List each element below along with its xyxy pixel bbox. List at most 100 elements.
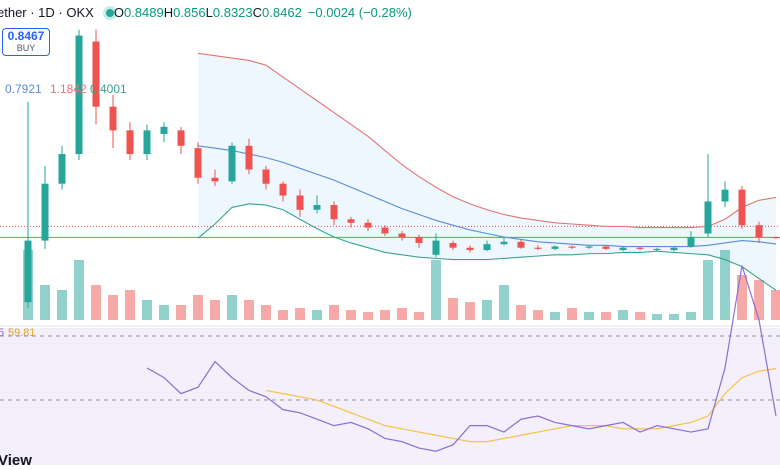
band-legend: 1.1842	[50, 82, 87, 96]
volume-bar	[295, 308, 305, 320]
band-line	[197, 145, 777, 248]
candle-body	[755, 225, 763, 238]
volume-bar	[329, 305, 339, 320]
volume-bar	[771, 290, 780, 320]
volume-bar	[703, 260, 713, 320]
header: ether · 1D · OKX O0.8489H0.856L0.8323C0.8…	[0, 5, 412, 20]
rsi-pane	[0, 328, 780, 465]
candle-body	[551, 246, 559, 249]
volume-bar	[125, 290, 135, 320]
candle-body	[483, 244, 491, 251]
candle-body	[568, 246, 576, 248]
volume-bar	[74, 260, 84, 320]
band-legend: 0.7921	[5, 82, 42, 96]
candle-body	[92, 41, 100, 107]
candle-body	[211, 177, 219, 182]
candle-body	[704, 201, 712, 234]
ohlc-letter: L	[205, 5, 213, 20]
logo-text: View	[0, 452, 32, 469]
band-fill	[198, 53, 776, 291]
rsi-ma-legend: 59.81	[8, 327, 36, 339]
buy-button[interactable]: 0.8467 BUY	[2, 28, 50, 56]
candle-body	[619, 247, 627, 251]
rsi-line	[146, 265, 777, 452]
volume-bar	[397, 308, 407, 320]
volume-bar	[533, 310, 543, 320]
candle-body	[466, 247, 474, 251]
candle-body	[228, 145, 236, 182]
candle-body	[177, 130, 185, 146]
candle-body	[245, 145, 253, 170]
volume-bar	[278, 310, 288, 320]
volume-bar	[227, 295, 237, 320]
volume-bar	[159, 305, 169, 320]
candle-body	[262, 169, 270, 184]
band-legend: 0.4001	[90, 82, 127, 96]
ohlc-value: 0.8489	[123, 5, 164, 20]
symbol: ether · 1D · OKX	[0, 5, 94, 20]
volume-bar	[91, 285, 101, 320]
volume-bar	[567, 308, 577, 320]
volume-bar	[669, 314, 679, 320]
candle-body	[126, 130, 134, 155]
candle-body	[517, 241, 525, 248]
buy-price: 0.8467	[7, 29, 45, 43]
volume-bar	[414, 312, 424, 320]
candle-body	[534, 247, 542, 249]
volume-bar	[193, 295, 203, 320]
ohlc-letter: C	[252, 5, 263, 20]
volume-bar	[142, 300, 152, 320]
candle-body	[109, 106, 117, 131]
volume-bar	[686, 312, 696, 320]
volume-bar	[601, 312, 611, 320]
candle-body	[432, 240, 440, 255]
candle-body	[296, 195, 304, 210]
candle-body	[602, 246, 610, 249]
candle-body	[143, 130, 151, 155]
volume-bar	[448, 298, 458, 320]
candle-body	[415, 237, 423, 243]
candle-body	[738, 189, 746, 226]
volume-bar	[210, 300, 220, 320]
candle-body	[381, 227, 389, 234]
volume-bar	[176, 305, 186, 320]
volume-bar	[312, 310, 322, 320]
candle-body	[194, 148, 202, 178]
volume-bar	[380, 310, 390, 320]
candle-body	[653, 248, 661, 251]
candle-body	[585, 246, 593, 248]
change: −0.0024 (−0.28%)	[307, 5, 412, 20]
candle-body	[24, 240, 32, 303]
volume-bar	[40, 285, 50, 320]
candle-body	[41, 183, 49, 241]
ohlc-letter: O	[113, 5, 124, 20]
band-line	[197, 52, 777, 229]
candle-body	[500, 241, 508, 245]
volume-bar	[108, 295, 118, 320]
buy-label: BUY	[16, 43, 36, 53]
candle-body	[364, 222, 372, 228]
volume-bar	[244, 300, 254, 320]
candle-body	[347, 219, 355, 223]
volume-bar	[482, 300, 492, 320]
ohlc-value: 0.8323	[212, 5, 253, 20]
volume-bar	[754, 280, 764, 320]
volume-bar	[499, 285, 509, 320]
candle-body	[279, 183, 287, 196]
band-line	[197, 203, 777, 291]
volume-bar	[720, 250, 730, 320]
volume-bar	[618, 310, 628, 320]
rsi-ma-line	[265, 368, 777, 443]
candle-body	[670, 247, 678, 251]
candle-body	[58, 154, 66, 184]
candle-body	[160, 126, 168, 134]
rsi-legend: 5	[0, 327, 5, 339]
ohlc-letter: H	[163, 5, 174, 20]
candle-body	[398, 233, 406, 238]
candle-body	[687, 237, 695, 247]
volume-bar	[465, 302, 475, 320]
candle-body	[75, 35, 83, 155]
volume-bar	[516, 305, 526, 320]
